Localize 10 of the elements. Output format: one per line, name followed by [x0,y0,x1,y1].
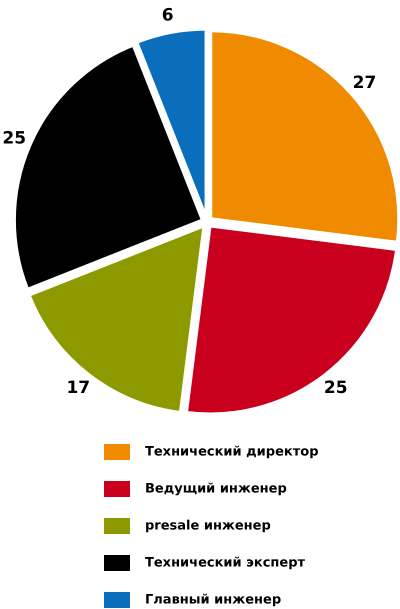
legend-label: Технический директор [145,444,319,460]
legend-label: Технический эксперт [145,556,306,570]
data-label: 27 [352,73,376,94]
data-label: 6 [162,6,174,26]
legend-label: Ведущий инженер [145,482,287,496]
data-label: 25 [2,128,26,149]
data-label: 17 [66,378,90,398]
legend-label: Главный инженер [145,592,282,608]
data-label: 25 [324,378,348,398]
legend-label: presale инженер [145,518,271,534]
